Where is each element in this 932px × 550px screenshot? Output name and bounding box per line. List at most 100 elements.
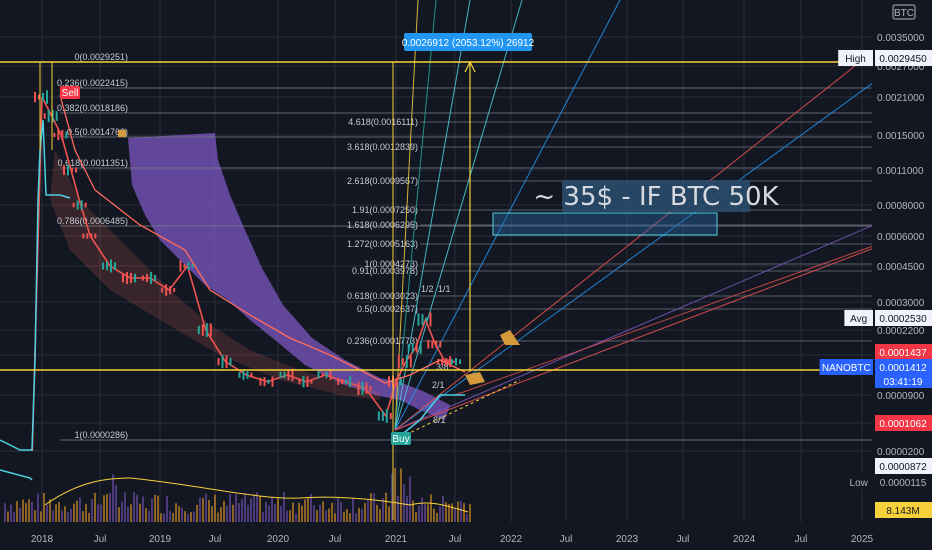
low-tag-label: Low [850, 478, 869, 489]
volume-bar [304, 499, 306, 522]
volume-bar [163, 513, 165, 522]
volume-bar [418, 505, 420, 522]
candle [411, 343, 414, 353]
candle [72, 202, 75, 208]
volume-bar [61, 510, 63, 522]
candle [43, 113, 46, 119]
candle [389, 412, 392, 420]
candle [65, 131, 68, 139]
price-tag-b-box [875, 415, 932, 431]
volume-bar [277, 498, 279, 522]
fib-label: 0.382(0.0018186) [57, 103, 128, 113]
candle [165, 284, 168, 296]
volume-bar [19, 507, 21, 522]
volume-bar [460, 501, 462, 522]
candle [82, 233, 85, 239]
candle [455, 358, 457, 366]
fib-label: 0.618(0.0011351) [58, 158, 128, 168]
volume-bar [373, 493, 375, 522]
volume-bar [364, 503, 366, 522]
fib-ext-label: 1(0.0004273) [364, 259, 418, 269]
volume-bar [346, 509, 348, 522]
high-tag-label-box [838, 50, 873, 66]
volume-bar [82, 511, 84, 522]
volume-bar [127, 506, 129, 522]
candle [57, 129, 60, 141]
volume-bar [106, 493, 108, 522]
volume-bar [208, 499, 210, 522]
time-tick-label: Jul [329, 534, 342, 545]
volume-bar [46, 504, 48, 522]
volume-bar [109, 492, 111, 522]
price-series [0, 90, 466, 481]
volume-bar [58, 501, 60, 522]
candle [361, 381, 364, 395]
volume-bar [31, 501, 33, 522]
volume-bar [316, 510, 318, 522]
volume-bar [145, 508, 147, 522]
volume-bar [97, 504, 99, 522]
price-axis[interactable]: BTC 0.0035000 0.0027000 0.0021000 0.0015000 0… [872, 0, 932, 550]
volume-tag-box [875, 502, 932, 518]
fan-line-4 [394, 0, 621, 431]
candle [205, 323, 208, 337]
fib-retracement: 0(0.0029251) 0.236(0.0022415) 0.382(0.0018… [57, 52, 872, 441]
low-tag-label-box [844, 474, 873, 490]
volume-bar [382, 498, 384, 522]
candle [84, 202, 87, 208]
volume-bar [376, 504, 378, 522]
volume-bar [397, 495, 399, 522]
candle [197, 325, 200, 335]
volume-bars [4, 468, 471, 522]
fib-ext-label: 1.91(0.0007250) [352, 205, 418, 215]
nano-tag-value: 0.0001412 [879, 363, 927, 374]
volume-bar [175, 503, 177, 522]
volume-bar [421, 497, 423, 522]
price-tick-label: 0.0006000 [877, 232, 925, 243]
volume-bar [244, 492, 246, 522]
annotation-text: ~ 35$ - IF BTC 50K [533, 182, 779, 212]
volume-bar [118, 506, 120, 522]
candle [310, 379, 313, 384]
sell-signal: Sell [62, 88, 79, 99]
volume-bar [445, 502, 447, 522]
volume-bar [325, 510, 327, 522]
volume-bar [406, 495, 408, 522]
candle [317, 371, 320, 379]
candle [421, 314, 424, 325]
fan-label: 3/8 [436, 362, 449, 372]
candle [345, 379, 348, 384]
volume-bar [196, 504, 198, 522]
candle [179, 260, 182, 272]
candle [183, 263, 186, 269]
volume-bar [85, 504, 87, 522]
volume-bar [7, 511, 9, 522]
volume-bar [67, 512, 69, 522]
volume-bar [121, 501, 123, 522]
high-tag-value: 0.0029450 [879, 54, 927, 65]
candle [130, 272, 132, 284]
candle [415, 343, 418, 353]
ichimoku-cloud [50, 133, 450, 420]
candle [409, 355, 412, 368]
candle [341, 379, 344, 385]
volume-bar [469, 503, 471, 522]
fib-label: 0(0.0029251) [74, 52, 128, 62]
candle [431, 340, 434, 349]
volume-bar [280, 505, 282, 522]
time-tick-label: 2022 [500, 534, 523, 545]
volume-bar [439, 506, 441, 522]
volume-bar [76, 500, 78, 522]
time-axis[interactable]: 2018 Jul 2019 Jul 2020 Jul 2021 Jul 2022 Jul 2023 J… [0, 526, 874, 550]
candle [169, 286, 172, 294]
time-tick-label: 2019 [149, 534, 172, 545]
candle [134, 273, 136, 283]
volume-bar [385, 492, 387, 522]
volume-bar [166, 495, 168, 522]
fan-label: 2/1 [432, 380, 445, 390]
candle [385, 409, 388, 423]
time-tick-label: 2024 [733, 534, 756, 545]
time-tick-label: 2020 [267, 534, 290, 545]
price-tag-c-box [875, 458, 932, 474]
